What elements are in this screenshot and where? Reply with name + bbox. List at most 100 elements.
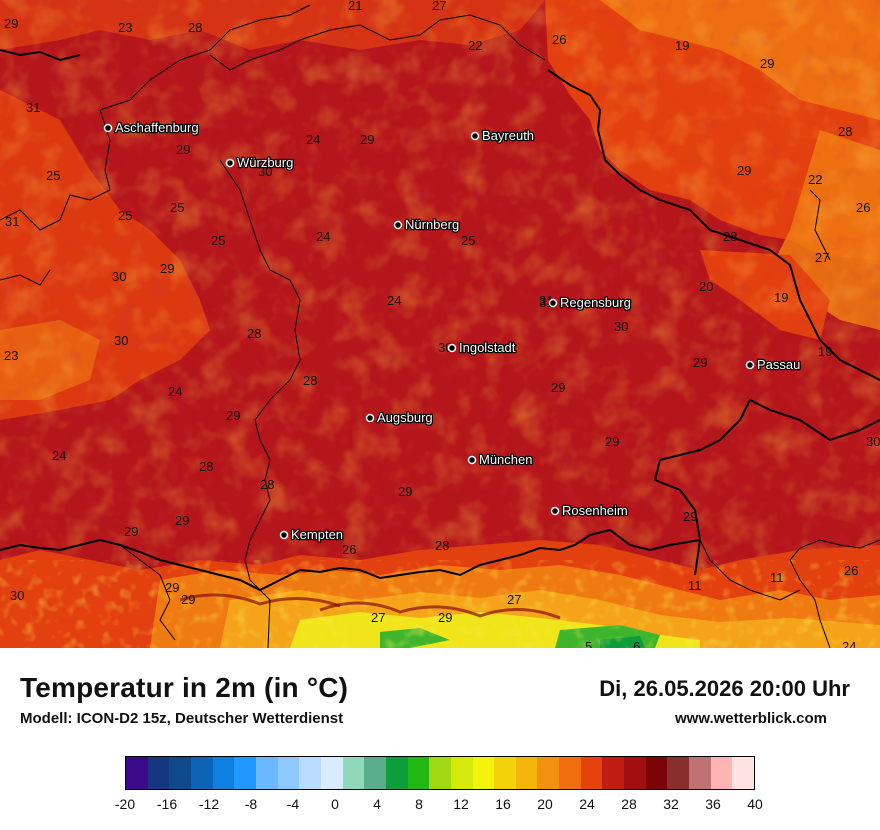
temperature-labels: 29 23 28 21 27 22 26 19 29 31 29 24 29 28 25 30 29 22 31 25…	[4, 0, 880, 648]
temperature-value-label: 28	[247, 326, 261, 341]
legend-swatch	[624, 757, 646, 789]
temperature-value-label: 29	[398, 484, 412, 499]
city-kempten: Kempten	[279, 526, 344, 543]
legend-tick-label: -12	[198, 796, 220, 812]
city-ingolstadt: 30 Ingolstadt	[438, 339, 517, 357]
city-dot-icon	[225, 158, 235, 168]
legend-tick-label: 4	[373, 796, 381, 812]
temperature-value-label: 30	[112, 269, 126, 284]
city-dot-icon	[365, 413, 375, 423]
state-borders	[0, 4, 880, 648]
city-augsburg: Augsburg	[365, 409, 434, 426]
city-name-label: Ingolstadt	[459, 340, 516, 355]
map-footer: Temperatur in 2m (in °C) Modell: ICON-D2…	[0, 648, 880, 830]
temperature-value-label: 29	[175, 513, 189, 528]
legend-swatch	[385, 757, 408, 789]
temperature-value-label: 19	[818, 344, 832, 359]
legend-swatch	[407, 757, 430, 789]
legend-swatch	[689, 757, 711, 789]
city-aschaffenburg: Aschaffenburg	[103, 119, 200, 136]
temperature-value-label: 11	[688, 578, 702, 593]
city-name-label: Nürnberg	[405, 217, 459, 232]
temperature-value-label: 25	[461, 233, 475, 248]
temperature-value-label: 30	[866, 434, 880, 449]
legend-tick-label: -4	[286, 796, 300, 812]
temperature-value-label: 29	[360, 132, 374, 147]
temperature-value-label: 28	[199, 459, 213, 474]
temperature-value-label: 26	[552, 32, 566, 47]
legend-swatch	[364, 757, 386, 789]
legend-swatch	[580, 757, 603, 789]
temperature-value-label: 29	[181, 592, 195, 607]
temperature-value-label: 27	[815, 250, 829, 265]
temperature-value-label: 25	[211, 233, 225, 248]
temperature-value-label: 22	[468, 38, 482, 53]
city-bayreuth: Bayreuth	[470, 127, 535, 144]
city-dot-icon	[550, 506, 560, 516]
city-nrnberg: Nürnberg	[393, 216, 461, 233]
legend-tick-label: 0	[331, 796, 339, 812]
legend-swatch	[212, 757, 235, 789]
temperature-value-label: 11	[770, 570, 784, 585]
temperature-value-label: 19	[774, 290, 788, 305]
city-regensburg: 31 Regensburg	[539, 294, 632, 312]
temperature-value-label: 20	[699, 279, 713, 294]
temperature-map[interactable]: 29 23 28 21 27 22 26 19 29 31 29 24 29 28 25 30 29 22 31 25…	[0, 0, 880, 648]
temperature-value-label: 29	[693, 355, 707, 370]
legend-swatch	[710, 757, 733, 789]
legend-tick-label: 28	[621, 796, 637, 812]
temperature-value-label: 28	[260, 477, 274, 492]
city-markers: Aschaffenburg Würzburg Bayreuth Nürnberg 31 R…	[103, 119, 802, 543]
temperature-value-label: 31	[5, 214, 19, 229]
temperature-value-label: 26	[844, 563, 858, 578]
legend-swatch	[126, 757, 148, 789]
temperature-value-label: 25	[118, 208, 132, 223]
city-dot-icon	[745, 360, 755, 370]
temperature-value-label: 29	[226, 408, 240, 423]
legend-swatch	[515, 757, 538, 789]
legend-swatch	[450, 757, 473, 789]
temperature-value-label: 28	[838, 124, 852, 139]
city-dot-icon	[393, 220, 403, 230]
legend-tick-label: 24	[579, 796, 595, 812]
temperature-value-label: 30	[258, 164, 272, 179]
temperature-value-label: 28	[723, 229, 737, 244]
city-name-label: Augsburg	[377, 410, 433, 425]
legend-tick-label: 40	[747, 796, 763, 812]
temperature-value-label: 28	[435, 538, 449, 553]
city-dot-icon	[279, 530, 289, 540]
temperature-value-label: 27	[371, 610, 385, 625]
legend-swatch	[667, 757, 690, 789]
alps-region	[0, 540, 880, 648]
temperature-value-label: 30	[614, 319, 628, 334]
temperature-value-label: 29	[438, 610, 452, 625]
city-name-label: Bayreuth	[482, 128, 534, 143]
legend-swatch	[602, 757, 625, 789]
city-dot-icon	[103, 123, 113, 133]
city-rosenheim: Rosenheim	[550, 502, 629, 519]
city-passau: Passau	[745, 356, 802, 373]
legend-tick-label: 36	[705, 796, 721, 812]
legend-swatch	[494, 757, 516, 789]
temperature-value-label: 26	[342, 542, 356, 557]
map-title: Temperatur in 2m (in °C)	[20, 672, 349, 703]
legend-tick-label: 16	[495, 796, 511, 812]
temperature-value-label: 25	[170, 200, 184, 215]
temperature-value-label: 6	[633, 639, 640, 648]
temperature-value-label: 27	[432, 0, 446, 13]
temperature-value-label: 21	[348, 0, 362, 13]
city-wrzburg: Würzburg	[225, 154, 295, 171]
temperature-value-label: 28	[188, 20, 202, 35]
legend-swatch	[277, 757, 300, 789]
temperature-value-label: 24	[306, 132, 320, 147]
legend-swatch	[234, 757, 256, 789]
city-name-label: Passau	[757, 357, 800, 372]
legend-swatch	[472, 757, 495, 789]
temperature-value-label: 29	[737, 163, 751, 178]
legend-swatch	[645, 757, 668, 789]
website-link[interactable]: www.wetterblick.com	[675, 710, 827, 727]
city-dot-icon	[467, 455, 477, 465]
national-borders	[0, 49, 880, 592]
legend-swatch	[320, 757, 343, 789]
temperature-value-label: 29	[605, 434, 619, 449]
